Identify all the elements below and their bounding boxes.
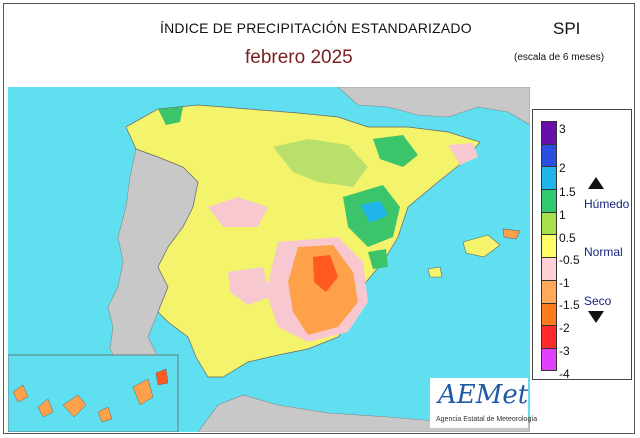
legend-tick: 1.5 <box>559 185 576 199</box>
legend-tick: -4 <box>559 367 570 381</box>
canary-inset <box>8 354 179 432</box>
canary-island-1 <box>12 384 29 403</box>
very-humid-east <box>360 201 388 223</box>
legend-swatch <box>541 189 557 212</box>
legend-tick: 3 <box>559 122 566 136</box>
legend-swatch <box>541 279 557 303</box>
index-label: SPI <box>553 19 581 38</box>
logo-tagline: Agencia Estatal de Meteorología <box>436 416 538 423</box>
legend-swatch <box>541 211 557 235</box>
legend-tick: 0.5 <box>559 231 576 245</box>
legend-tick: 2 <box>559 161 566 175</box>
spi-map <box>8 87 530 432</box>
period-label: febrero 2025 <box>245 47 353 68</box>
aemet-logo: AEMet Agencia Estatal de Meteorología <box>430 378 537 428</box>
legend-tick: -0.5 <box>559 253 580 267</box>
mallorca-land <box>462 234 501 258</box>
legend-tick: -2 <box>559 321 570 335</box>
legend-swatch <box>541 166 557 190</box>
legend-swatch <box>541 325 557 348</box>
dry-light-center <box>208 197 268 227</box>
legend-swatch <box>541 234 557 258</box>
humid-southeast <box>368 249 388 269</box>
canary-island-6 <box>155 368 169 386</box>
dry-light-south <box>228 267 270 305</box>
logo-wordmark: AEMet <box>438 380 529 410</box>
humid-light-north <box>273 139 368 187</box>
france-land <box>337 87 530 126</box>
legend-swatch <box>541 302 557 326</box>
dry-southeast <box>288 245 358 335</box>
scale-note: (escala de 6 meses) <box>514 52 605 63</box>
legend-color-bar <box>541 121 557 371</box>
humid-northwest <box>158 107 183 125</box>
legend-tick: -3 <box>559 344 570 358</box>
legend-swatch <box>541 121 557 144</box>
wet-label: Húmedo <box>584 197 630 211</box>
legend-tick: 1 <box>559 208 566 222</box>
page-title: ÍNDICE DE PRECIPITACIÓN ESTANDARIZADO <box>160 20 472 36</box>
very-dry-southeast <box>313 255 338 292</box>
canary-island-5 <box>132 378 154 406</box>
dry-light-northeast <box>448 143 478 165</box>
legend-swatch <box>541 257 557 280</box>
menorca-land <box>502 228 521 240</box>
normal-label: Normal <box>584 245 623 259</box>
canary-island-2 <box>37 398 54 418</box>
canary-island-4 <box>97 406 113 423</box>
dry-label: Seco <box>584 294 612 308</box>
ibiza-land <box>427 266 443 278</box>
wet-arrow-icon <box>588 177 604 189</box>
dry-arrow-icon <box>588 311 604 323</box>
legend-swatch <box>541 143 557 167</box>
legend-swatch <box>541 347 557 371</box>
legend-tick: -1.5 <box>559 298 580 312</box>
map-frame <box>3 3 635 434</box>
canary-island-3 <box>62 394 87 418</box>
legend-tick: -1 <box>559 276 570 290</box>
humid-northeast <box>373 135 418 167</box>
